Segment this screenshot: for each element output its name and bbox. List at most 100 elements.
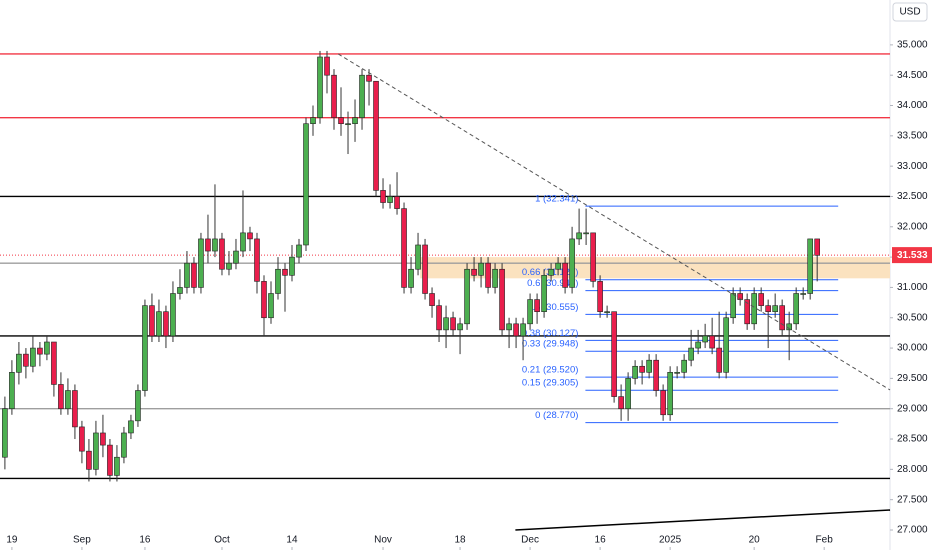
candle-body (464, 268, 470, 325)
y-tick-label: 28.500 (897, 434, 928, 445)
fib-label: 0.38 (30.127) (522, 328, 579, 339)
candle-body (93, 432, 99, 470)
candle-body (541, 275, 547, 312)
x-tick-label: Sep (73, 535, 91, 546)
candle-body (786, 323, 792, 331)
candle-body (450, 317, 456, 331)
candle-body (583, 232, 589, 235)
candle-body (751, 293, 757, 325)
currency-box[interactable] (892, 2, 928, 22)
candle-body (296, 244, 302, 258)
y-tick-label: 32.500 (897, 191, 928, 202)
candle-body (100, 432, 106, 446)
candle-body (282, 268, 288, 276)
candle-body (191, 262, 197, 288)
candle-body (674, 372, 680, 374)
candle-body (30, 347, 36, 367)
candle-body (646, 359, 652, 373)
candle-body (800, 293, 806, 295)
candle-body (261, 281, 267, 319)
x-tick-label: 16 (595, 535, 607, 546)
candle-body (380, 190, 386, 203)
trendline (337, 53, 891, 391)
y-tick-label: 33.500 (897, 130, 928, 141)
candle-body (436, 305, 442, 331)
candle-body (513, 323, 519, 337)
candle-body (681, 359, 687, 373)
candle-body (527, 299, 533, 325)
candle-body (667, 372, 673, 416)
plot-area: 1 (32.341)0.66 (31.127)0.6 (30.948)0.5 (… (0, 50, 891, 531)
candle-body (471, 268, 477, 276)
candle-body (310, 117, 316, 125)
candle-body (268, 293, 274, 319)
candle-body (51, 341, 57, 385)
fib-label: 0.6 (30.948) (527, 278, 578, 289)
x-tick-label: 20 (749, 535, 761, 546)
candle-body (625, 378, 631, 410)
candle-body (254, 238, 260, 282)
candle-body (366, 74, 372, 82)
candle-body (653, 359, 659, 391)
candle-body (373, 80, 379, 191)
candle-body (562, 262, 568, 288)
candle-body (485, 262, 491, 288)
x-tick-label: Nov (374, 535, 392, 546)
candle-body (604, 311, 610, 313)
candle-body (2, 408, 8, 458)
candle-body (415, 244, 421, 270)
y-tick-label: 34.500 (897, 70, 928, 81)
candle-body (716, 347, 722, 373)
x-tick-label: 14 (286, 535, 298, 546)
x-tick-label: 18 (454, 535, 466, 546)
candle-body (765, 305, 771, 312)
candle-body (534, 299, 540, 312)
candle-body (114, 456, 120, 476)
candle-body (79, 426, 85, 452)
candle-body (618, 396, 624, 410)
candle-body (597, 281, 603, 312)
candle-body (275, 268, 281, 294)
candle-body (58, 384, 64, 410)
candle-body (163, 311, 169, 337)
fib-label: 0.5 (30.555) (527, 302, 578, 313)
candle-body (492, 268, 498, 288)
candle-body (226, 262, 232, 270)
y-tick-label: 28.000 (897, 464, 928, 475)
x-tick-label: Oct (214, 535, 230, 546)
y-tick-label: 33.000 (897, 161, 928, 172)
candle-body (352, 117, 358, 125)
y-tick-label: 27.500 (897, 494, 928, 505)
candle-body (23, 353, 29, 367)
candle-body (499, 268, 505, 331)
candle-body (779, 305, 785, 331)
candle-body (394, 196, 400, 209)
candle-body (814, 238, 820, 256)
candle-body (737, 293, 743, 300)
candle-body (345, 123, 351, 126)
candle-body (506, 323, 512, 331)
candle-body (233, 250, 239, 264)
candle-body (695, 341, 701, 349)
candle-body (212, 238, 218, 252)
trendline (515, 509, 891, 531)
candle-body (9, 372, 15, 410)
candle-body (247, 232, 253, 240)
candle-body (219, 238, 225, 270)
candle-body (639, 365, 645, 373)
y-tick-label: 30.500 (897, 312, 928, 323)
candle-body (408, 268, 414, 288)
candle-body (16, 353, 22, 373)
zone (420, 257, 890, 279)
candle-body (702, 335, 708, 343)
fib-label: 0.33 (29.948) (522, 339, 579, 350)
x-tick-label: Dec (521, 535, 539, 546)
y-tick-label: 35.000 (897, 40, 928, 51)
candle-body (660, 390, 666, 416)
candle-body (555, 262, 561, 270)
candle-body (457, 323, 463, 331)
candle-body (758, 293, 764, 306)
candle-body (121, 432, 127, 458)
candle-body (324, 56, 330, 76)
y-tick-label: 29.500 (897, 373, 928, 384)
